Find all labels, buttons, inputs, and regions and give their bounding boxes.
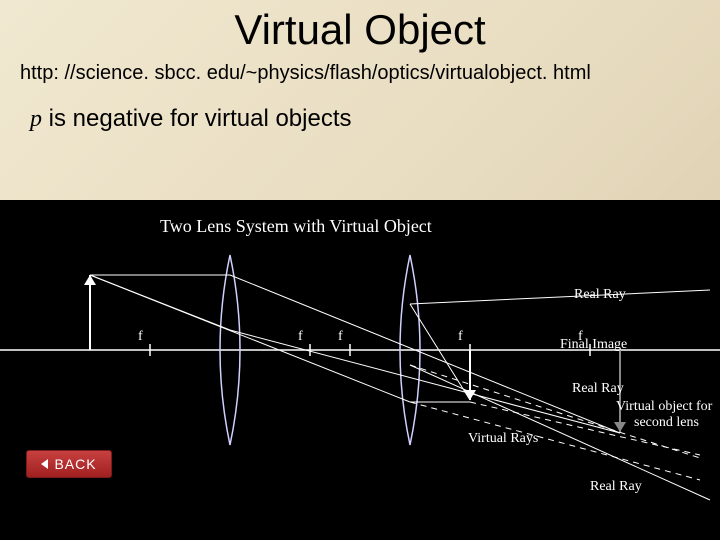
diagram-svg: fffffReal RayFinal ImageReal RayVirtual … <box>0 200 720 540</box>
svg-text:Virtual Rays: Virtual Rays <box>468 431 538 446</box>
svg-text:Real Ray: Real Ray <box>572 381 624 396</box>
back-button[interactable]: BACK <box>26 450 112 478</box>
statement-text: is negative for virtual objects <box>42 105 351 132</box>
slide: Virtual Object http: //science. sbcc. ed… <box>0 0 720 540</box>
svg-text:Virtual object for: Virtual object for <box>616 399 713 414</box>
svg-text:Real Ray: Real Ray <box>590 479 642 494</box>
statement: p is negative for virtual objects <box>0 85 720 133</box>
svg-text:f: f <box>338 329 343 344</box>
url-text: http: //science. sbcc. edu/~physics/flas… <box>0 54 720 85</box>
svg-text:Real Ray: Real Ray <box>574 287 626 302</box>
optics-diagram: Two Lens System with Virtual Object ffff… <box>0 200 720 540</box>
svg-text:f: f <box>458 329 463 344</box>
svg-text:Final Image: Final Image <box>560 337 627 352</box>
svg-text:second lens: second lens <box>634 415 699 430</box>
statement-variable: p <box>30 106 42 132</box>
svg-text:f: f <box>298 329 303 344</box>
svg-text:f: f <box>138 329 143 344</box>
page-title: Virtual Object <box>0 0 720 54</box>
back-button-label: BACK <box>54 456 96 472</box>
